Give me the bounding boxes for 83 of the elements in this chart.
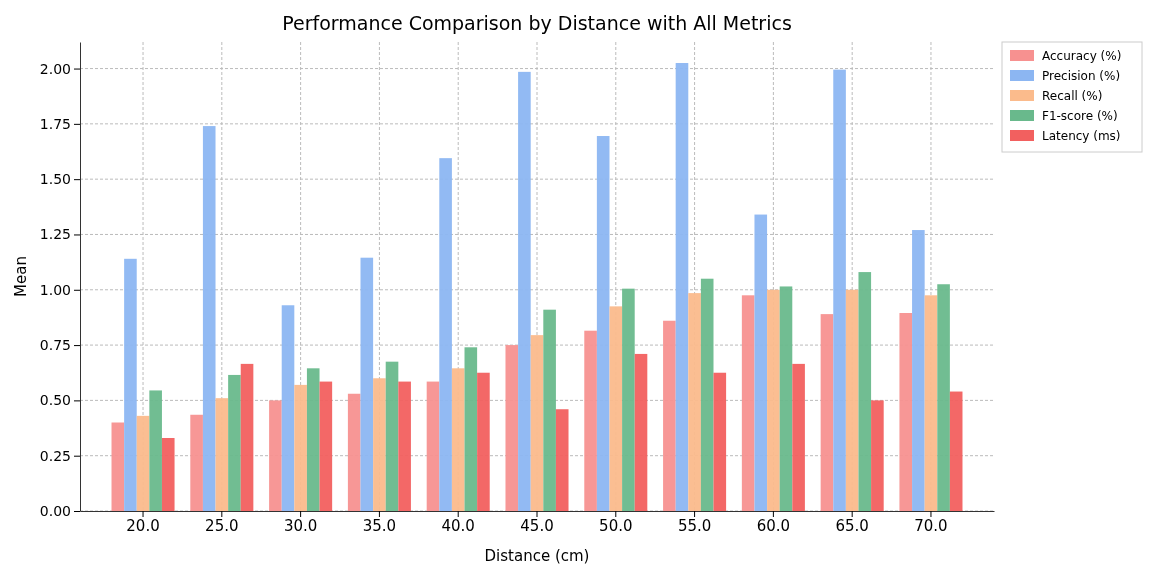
bar: [202, 126, 216, 511]
bar: [373, 378, 386, 511]
y-tick-label: 0.25: [39, 447, 71, 464]
bar: [306, 368, 320, 511]
bar: [111, 422, 125, 511]
bar: [820, 314, 834, 511]
bar: [779, 286, 793, 511]
y-tick-label: 0.50: [39, 392, 71, 409]
y-axis-title: Mean: [12, 256, 30, 297]
y-tick-label: 2.00: [39, 60, 71, 77]
bar: [899, 313, 913, 511]
bar: [269, 400, 282, 511]
bar: [439, 158, 452, 511]
bar: [385, 361, 399, 511]
x-tick-label: 45.0: [520, 516, 554, 535]
x-tick-label: 50.0: [599, 516, 633, 535]
bar: [609, 306, 623, 511]
bar: [190, 414, 203, 511]
chart-title: Performance Comparison by Distance with All Metrics: [282, 12, 792, 34]
x-tick-label: 25.0: [205, 516, 239, 535]
y-tick-label: 1.75: [39, 115, 71, 132]
bar: [543, 309, 556, 511]
legend-label: F1-score (%): [1042, 109, 1118, 123]
y-tick-label: 0.00: [39, 502, 71, 519]
legend-label: Precision (%): [1042, 69, 1121, 83]
bar: [833, 69, 846, 511]
bar: [240, 363, 254, 511]
bar: [858, 272, 872, 511]
bar: [634, 353, 648, 511]
y-tick-label: 0.75: [39, 337, 71, 354]
bar: [426, 381, 440, 511]
bar: [477, 372, 490, 511]
x-tick-label: 60.0: [756, 516, 791, 535]
bar: [949, 391, 963, 511]
bar: [713, 372, 727, 511]
bar: [741, 295, 755, 511]
bar: [281, 305, 295, 511]
legend-label: Accuracy (%): [1042, 49, 1122, 63]
x-axis-title: Distance (cm): [484, 547, 590, 565]
bar: [912, 230, 925, 511]
bar: [845, 289, 859, 511]
bar: [767, 289, 780, 511]
bar: [596, 136, 610, 511]
bar: [555, 409, 569, 511]
bar: [937, 284, 950, 511]
bar: [161, 438, 175, 511]
bar: [451, 368, 465, 511]
bar: [688, 293, 701, 511]
bar: [792, 363, 805, 511]
bar: [136, 415, 150, 511]
bar: [622, 288, 635, 511]
legend-label: Latency (ms): [1042, 129, 1121, 143]
legend-label: Recall (%): [1042, 89, 1103, 103]
x-tick-label: 40.0: [441, 516, 475, 535]
bar: [584, 330, 597, 511]
x-tick-label: 35.0: [362, 516, 397, 535]
bar: [215, 398, 229, 511]
y-tick-label: 1.00: [39, 281, 71, 298]
bar: [347, 393, 361, 511]
x-tick-label: 55.0: [677, 516, 712, 535]
bar: [518, 71, 531, 511]
bar: [398, 381, 411, 511]
bar: [464, 347, 478, 511]
bar: [871, 400, 884, 511]
y-tick-label: 1.25: [39, 226, 71, 243]
bar: [700, 278, 714, 511]
x-tick-label: 20.0: [126, 516, 160, 535]
x-tick-label: 70.0: [914, 516, 948, 535]
bar: [924, 295, 938, 511]
bar: [124, 258, 137, 511]
bar: [294, 384, 307, 511]
bar: [675, 63, 689, 511]
bar: [228, 374, 241, 511]
bar: [360, 257, 374, 511]
bar: [530, 335, 544, 511]
bar: [149, 390, 162, 511]
bar: [505, 345, 519, 511]
bar: [319, 381, 333, 511]
x-tick-label: 65.0: [835, 516, 869, 535]
y-tick-label: 1.50: [39, 171, 71, 188]
x-tick-label: 30.0: [283, 516, 318, 535]
bar: [754, 214, 768, 511]
bar: [663, 320, 676, 511]
